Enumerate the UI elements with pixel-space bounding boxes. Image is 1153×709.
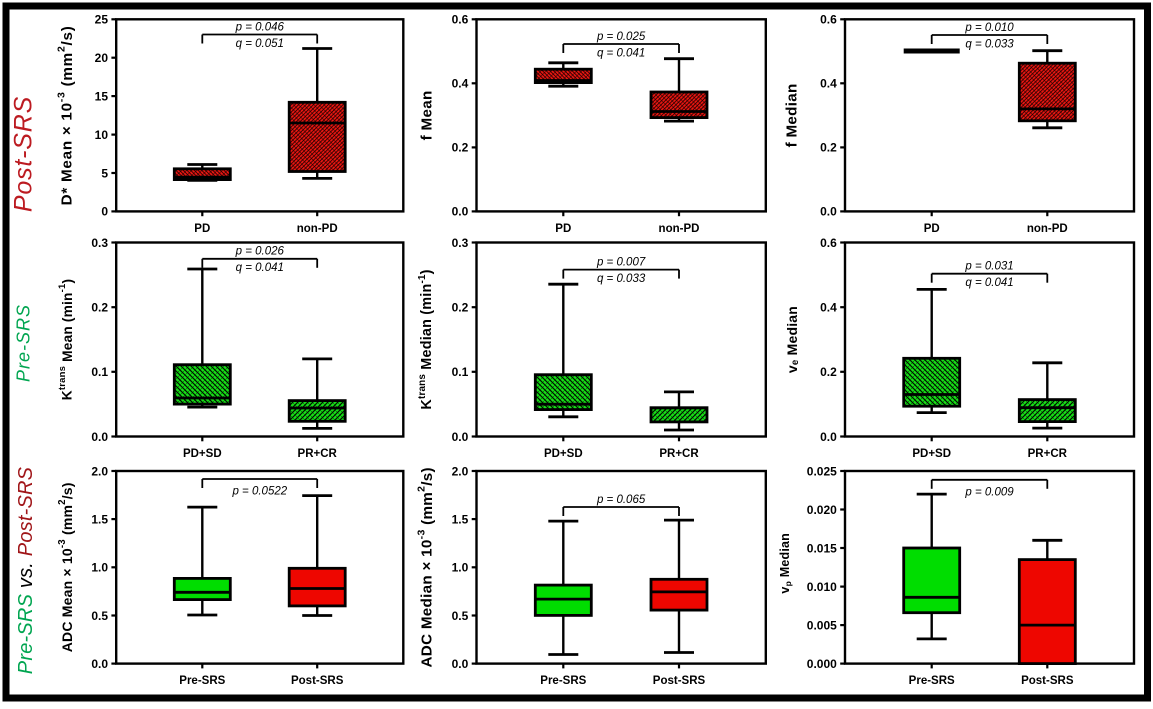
svg-text:0.0: 0.0 [452, 430, 469, 444]
svg-text:q = 0.041: q = 0.041 [236, 262, 284, 274]
svg-text:Ktrans Median (min-1): Ktrans Median (min-1) [416, 269, 435, 409]
svg-text:Ktrans Mean (min-1): Ktrans Mean (min-1) [57, 279, 75, 400]
svg-text:Post-SRS: Post-SRS [10, 96, 38, 212]
svg-text:5: 5 [101, 166, 108, 180]
svg-text:0.6: 0.6 [820, 13, 837, 27]
svg-text:0.2: 0.2 [452, 141, 469, 155]
svg-text:Pre-SRS: Pre-SRS [179, 675, 225, 687]
svg-text:p = 0.0522: p = 0.0522 [231, 486, 287, 498]
svg-text:1.5: 1.5 [452, 512, 469, 526]
svg-text:ADC Median × 10-3 (mm2/s): ADC Median × 10-3 (mm2/s) [416, 467, 436, 667]
svg-text:0.0: 0.0 [820, 205, 837, 219]
svg-text:vp Median: vp Median [778, 533, 793, 594]
svg-text:q = 0.041: q = 0.041 [965, 277, 1013, 289]
svg-text:0.0: 0.0 [452, 657, 469, 671]
svg-text:0.010: 0.010 [807, 580, 837, 594]
svg-text:q = 0.051: q = 0.051 [236, 38, 284, 50]
svg-text:0.020: 0.020 [807, 503, 837, 517]
svg-text:0.005: 0.005 [807, 618, 837, 632]
svg-text:0.015: 0.015 [807, 541, 837, 555]
svg-text:p = 0.065: p = 0.065 [596, 494, 646, 506]
svg-text:PD: PD [194, 223, 210, 235]
svg-text:15: 15 [95, 89, 109, 103]
svg-text:0.3: 0.3 [452, 236, 469, 250]
svg-text:PD+SD: PD+SD [183, 448, 222, 460]
svg-text:25: 25 [95, 13, 109, 27]
svg-text:ADC Mean × 10-3 (mm2/s): ADC Mean × 10-3 (mm2/s) [57, 482, 76, 652]
svg-text:0.1: 0.1 [91, 365, 108, 379]
svg-text:q = 0.033: q = 0.033 [597, 273, 646, 285]
svg-text:0.2: 0.2 [452, 301, 469, 315]
svg-text:0.000: 0.000 [807, 657, 837, 671]
svg-text:PD: PD [924, 223, 940, 235]
svg-text:20: 20 [95, 51, 109, 65]
svg-text:0.4: 0.4 [820, 77, 837, 91]
svg-text:0.6: 0.6 [452, 13, 469, 27]
svg-text:1.0: 1.0 [91, 561, 108, 575]
svg-text:q = 0.041: q = 0.041 [597, 47, 645, 59]
svg-text:0.6: 0.6 [820, 236, 837, 250]
svg-text:Post-SRS: Post-SRS [291, 675, 344, 687]
svg-text:Pre-SRS vs. Post-SRS: Pre-SRS vs. Post-SRS [15, 466, 37, 674]
svg-text:0.0: 0.0 [452, 205, 469, 219]
svg-text:PR+CR: PR+CR [1028, 448, 1068, 460]
svg-text:1.5: 1.5 [91, 512, 108, 526]
svg-text:0.4: 0.4 [452, 77, 469, 91]
svg-text:ve Median: ve Median [784, 306, 801, 373]
svg-text:Post-SRS: Post-SRS [1021, 675, 1074, 687]
svg-text:p = 0.007: p = 0.007 [596, 257, 646, 269]
svg-text:1.0: 1.0 [452, 561, 469, 575]
svg-text:D* Mean × 10-3 (mm2/s): D* Mean × 10-3 (mm2/s) [56, 25, 76, 205]
svg-text:2.0: 2.0 [91, 464, 108, 478]
svg-text:PR+CR: PR+CR [659, 448, 699, 460]
svg-text:p = 0.025: p = 0.025 [596, 31, 646, 43]
svg-text:0.2: 0.2 [820, 141, 837, 155]
svg-text:10: 10 [95, 128, 109, 142]
svg-text:PD: PD [555, 223, 571, 235]
svg-text:f Mean: f Mean [419, 90, 436, 140]
svg-text:p = 0.009: p = 0.009 [964, 486, 1014, 498]
svg-text:0.0: 0.0 [91, 657, 108, 671]
svg-text:PD+SD: PD+SD [544, 448, 583, 460]
svg-text:Pre-SRS: Pre-SRS [540, 675, 586, 687]
svg-text:0.2: 0.2 [91, 301, 108, 315]
svg-text:p = 0.026: p = 0.026 [235, 246, 285, 258]
svg-text:0.3: 0.3 [91, 236, 108, 250]
svg-text:0.2: 0.2 [820, 365, 837, 379]
svg-text:Post-SRS: Post-SRS [653, 675, 706, 687]
svg-text:p = 0.031: p = 0.031 [964, 261, 1013, 273]
svg-text:q = 0.033: q = 0.033 [965, 38, 1014, 50]
svg-text:Pre-SRS: Pre-SRS [909, 675, 955, 687]
svg-text:p = 0.010: p = 0.010 [964, 22, 1014, 34]
svg-text:0.1: 0.1 [452, 365, 469, 379]
svg-text:0.025: 0.025 [807, 464, 837, 478]
svg-text:0.5: 0.5 [452, 609, 469, 623]
svg-text:0.0: 0.0 [91, 430, 108, 444]
svg-text:0.5: 0.5 [91, 609, 108, 623]
svg-text:non-PD: non-PD [1027, 223, 1068, 235]
svg-text:0: 0 [101, 205, 108, 219]
svg-text:non-PD: non-PD [659, 223, 700, 235]
svg-text:2.0: 2.0 [452, 464, 469, 478]
svg-text:0.4: 0.4 [820, 301, 837, 315]
svg-text:p = 0.046: p = 0.046 [235, 21, 285, 33]
svg-text:PR+CR: PR+CR [298, 448, 338, 460]
svg-text:non-PD: non-PD [297, 223, 338, 235]
svg-text:0.0: 0.0 [820, 430, 837, 444]
svg-text:Pre-SRS: Pre-SRS [14, 304, 34, 382]
svg-text:f Median: f Median [784, 83, 801, 147]
svg-text:PD+SD: PD+SD [912, 448, 951, 460]
